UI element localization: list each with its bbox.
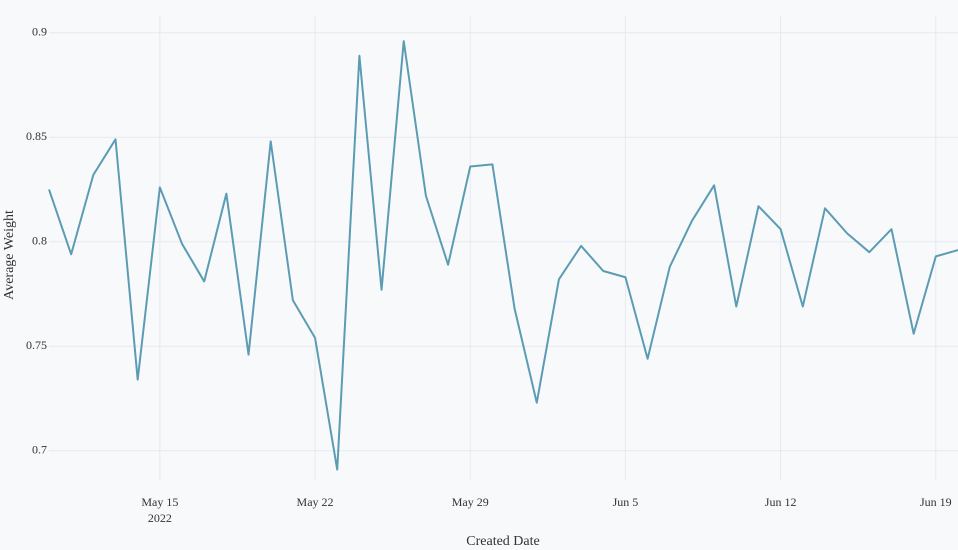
x-tick-label: Jun 19: [920, 495, 952, 509]
data-line: [48, 40, 958, 471]
y-tick-label: 0.8: [32, 233, 47, 247]
y-tick-label: 0.75: [26, 338, 47, 352]
y-tick-label: 0.7: [32, 442, 47, 456]
y-axis-title: Average Weight: [2, 210, 17, 300]
x-tick-label: Jun 12: [765, 495, 797, 509]
x-tick-label: May 22: [297, 495, 334, 509]
x-tick-label: May 29: [452, 495, 489, 509]
x-tick-label: May 15: [141, 495, 178, 509]
x-year-label: 2022: [148, 511, 172, 525]
y-tick-label: 0.85: [26, 129, 47, 143]
x-tick-label: Jun 5: [613, 495, 639, 509]
y-tick-label: 0.9: [32, 24, 47, 38]
x-axis-title: Created Date: [466, 534, 539, 549]
